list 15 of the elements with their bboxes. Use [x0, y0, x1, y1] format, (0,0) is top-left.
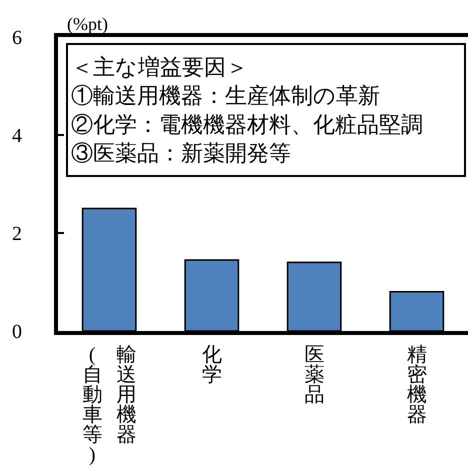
x-tick-label: 医薬品: [304, 344, 325, 406]
y-tick-label: 2: [12, 223, 22, 245]
y-tick-label: 0: [12, 321, 22, 343]
bar: [184, 259, 240, 331]
x-tick-label: 化学: [201, 344, 222, 386]
bar: [82, 208, 137, 331]
bar: [286, 262, 342, 331]
y-tick-label: 6: [12, 27, 22, 49]
annotation: ＜主な増益要因＞ ①輸送用機器：生産体制の革新 ②化学：電機機器材料、化粧品堅調 ③医薬品：新薬開発等: [71, 54, 423, 166]
x-tick-label: 輸送用機器: [116, 344, 137, 446]
text: (自動車等): [82, 344, 103, 466]
x-tick-label: 精密機器: [406, 344, 428, 426]
y-tick-label: 4: [12, 125, 22, 147]
bar: [389, 291, 444, 331]
y-axis-title: (%pt): [67, 14, 108, 34]
